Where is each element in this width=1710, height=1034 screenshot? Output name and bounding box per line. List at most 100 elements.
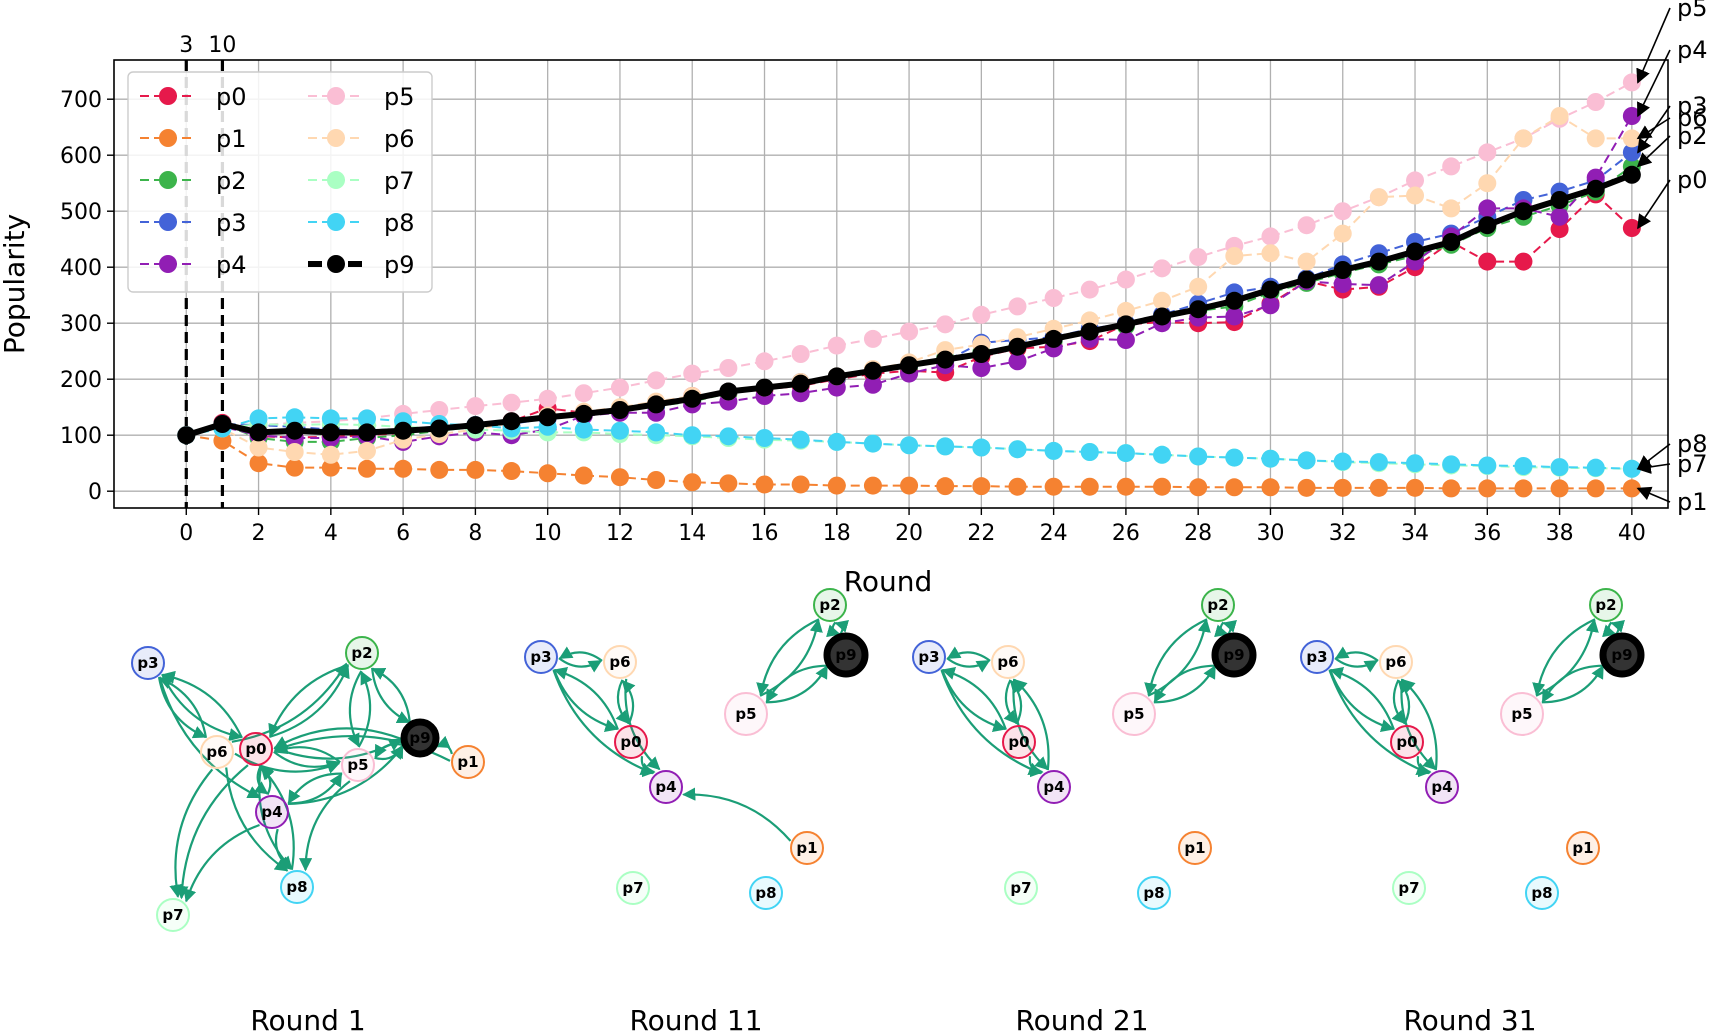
y-tick-label: 400 (60, 256, 102, 281)
data-point-p1 (1261, 478, 1280, 497)
data-point-p9 (1333, 261, 1352, 279)
network-node-p5 (1112, 692, 1156, 736)
network-node-label: p5 (1123, 705, 1144, 723)
network-edge (553, 667, 619, 731)
data-point-p9 (249, 423, 268, 442)
data-point-p9 (936, 350, 955, 369)
data-point-p8 (1297, 451, 1316, 470)
network-edge (158, 676, 262, 799)
data-point-p8 (719, 427, 738, 446)
network-node-p4 (255, 795, 289, 829)
data-point-p1 (1442, 479, 1461, 498)
network-edge (273, 741, 341, 764)
data-point-p5 (610, 378, 629, 397)
data-point-p5 (1044, 289, 1063, 307)
network-panel-title: Round 21 (1015, 1004, 1148, 1034)
network-node-label: p5 (1511, 705, 1532, 723)
network-edge (183, 823, 260, 903)
data-point-p0 (1478, 252, 1497, 271)
network-node-p3 (912, 640, 946, 674)
legend-label: p1 (216, 125, 247, 153)
data-point-p6 (1586, 129, 1605, 148)
network-node-p8 (749, 876, 783, 910)
network-node-p7 (1392, 871, 1426, 905)
network-node-label: p5 (347, 756, 368, 774)
data-point-p9 (1406, 242, 1425, 261)
data-point-p4 (863, 375, 882, 394)
network-node-label: p2 (351, 644, 372, 662)
network-edge (1541, 665, 1605, 704)
network-edge (435, 735, 453, 755)
data-point-p6 (1297, 252, 1316, 271)
network-edge (273, 727, 403, 749)
network-node-p7 (156, 898, 190, 932)
data-point-p5 (683, 364, 702, 383)
data-point-p5 (791, 345, 810, 363)
data-point-p1 (285, 458, 304, 477)
data-point-p1 (827, 476, 846, 495)
data-point-p1 (466, 460, 485, 479)
data-point-p8 (900, 436, 919, 455)
network-edge (940, 669, 1043, 776)
data-point-p9 (610, 401, 629, 419)
data-point-p5 (1406, 171, 1425, 190)
series-p9 (177, 165, 1641, 445)
data-point-p8 (1406, 454, 1425, 473)
network-node-p1 (1178, 831, 1212, 865)
network-edge (1401, 678, 1438, 771)
network-node-label: p4 (261, 803, 282, 821)
x-tick-label: 14 (678, 521, 706, 546)
network-node-label: p7 (1010, 879, 1031, 897)
network-edge (558, 657, 603, 673)
network-node-label: p0 (1008, 733, 1029, 751)
data-point-p6 (1622, 129, 1641, 148)
x-tick-label: 20 (895, 521, 923, 546)
network-node-label: p6 (997, 653, 1018, 671)
data-point-p6 (357, 441, 376, 460)
legend-label: p5 (384, 83, 415, 111)
network-node-label: p3 (137, 654, 158, 672)
network-edge (1334, 657, 1379, 673)
x-tick-label: 22 (967, 521, 995, 546)
data-point-p9 (285, 421, 304, 440)
data-point-p5 (936, 315, 955, 334)
vertical-marker-label: 10 (208, 33, 236, 58)
x-tick-label: 0 (179, 521, 193, 546)
legend: p0 p1 p2 p3 p4 p5 p6 p7 p8 p9 (127, 71, 433, 293)
data-point-p9 (1080, 322, 1099, 341)
data-point-p5 (863, 329, 882, 348)
x-tick-label: 24 (1040, 521, 1068, 546)
network-node-p9 (400, 718, 440, 758)
legend-label: p4 (216, 251, 247, 279)
network-node-label: p8 (1143, 884, 1164, 902)
data-point-p9 (900, 356, 919, 375)
data-point-p1 (1008, 477, 1027, 496)
network-node-p2 (1589, 588, 1623, 622)
data-point-p5 (1586, 93, 1605, 111)
network-node-label: p2 (819, 596, 840, 614)
network-edge (756, 618, 820, 697)
network-edge (941, 667, 1007, 731)
network-edge (161, 673, 243, 742)
end-arrow-p5 (1636, 7, 1671, 84)
network-edge (161, 670, 243, 739)
data-point-p8 (1550, 458, 1569, 477)
network-panel-round-11: p0 p1 p2 p3 p4 p5 p6 p7 p8 p9 Round 11 (524, 588, 869, 1034)
network-panel-round-21: p0 p1 p2 p3 p4 p5 p6 p7 p8 p9 Round 21 (912, 588, 1257, 1034)
network-node-p9 (1599, 632, 1645, 678)
data-point-p8 (249, 409, 268, 428)
legend-marker-p2 (159, 171, 177, 189)
data-point-p6 (1189, 277, 1208, 296)
network-node-label: p6 (1385, 653, 1406, 671)
end-label: p7 (1677, 450, 1708, 478)
data-point-p1 (1333, 478, 1352, 497)
x-tick-label: 10 (534, 521, 562, 546)
end-label: p0 (1677, 166, 1708, 194)
data-point-p1 (1369, 478, 1388, 497)
data-point-p5 (574, 384, 593, 403)
y-tick-label: 600 (60, 144, 102, 169)
network-edge (615, 679, 630, 725)
data-point-p1 (1550, 479, 1569, 498)
